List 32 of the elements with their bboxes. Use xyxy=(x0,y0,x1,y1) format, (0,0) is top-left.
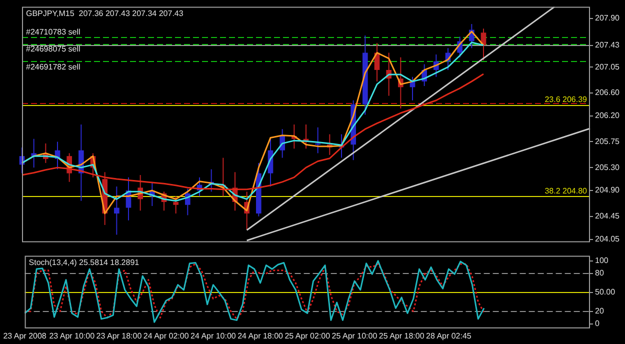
y-tick-label: 50.00 xyxy=(595,288,616,297)
y-tick-label: 20 xyxy=(595,306,604,316)
y-tick-label: 0 xyxy=(595,319,600,328)
x-tick-label: 23 Apr 2008 xyxy=(3,331,47,340)
x-tick-label: 24 Apr 18:00 xyxy=(238,331,284,340)
x-tick-label: 25 Apr 02:00 xyxy=(284,331,331,340)
y-tick-label: 207.90 xyxy=(595,13,620,22)
y-tick-label: 205.30 xyxy=(595,162,620,172)
x-tick-label: 25 Apr 10:00 xyxy=(332,331,378,340)
x-tick-label: 24 Apr 10:00 xyxy=(190,331,236,340)
y-tick-label: 205.75 xyxy=(595,136,620,146)
x-tick-label: 25 Apr 18:00 xyxy=(378,331,425,340)
annotation: #24691782 sell xyxy=(26,62,80,72)
y-tick-label: 80 xyxy=(595,268,604,278)
chart-title: GBPJPY,M15 207.36 207.43 207.34 207.43 xyxy=(26,9,184,18)
y-tick-label: 206.60 xyxy=(595,88,620,98)
y-tick-label: 207.05 xyxy=(595,62,620,72)
chart-title: Stoch(13,4,4) 25.5814 18.2891 xyxy=(28,258,140,268)
y-tick-label: 207.43 xyxy=(595,40,620,50)
annotation: #24698075 sell xyxy=(26,44,80,54)
x-tick-label: 24 Apr 02:00 xyxy=(143,331,190,340)
ref-line-label: 38.2 204.80 xyxy=(544,186,588,196)
y-tick-label: 100 xyxy=(595,256,609,266)
x-tick-label: 23 Apr 18:00 xyxy=(96,331,142,340)
y-tick-label: 204.45 xyxy=(595,212,620,221)
y-tick-label: 204.05 xyxy=(595,234,620,244)
y-tick-label: 206.20 xyxy=(595,111,620,120)
y-tick-label: 204.90 xyxy=(595,186,620,195)
x-tick-label: 23 Apr 10:00 xyxy=(49,331,96,340)
ref-line-label: 23.6 206.39 xyxy=(544,95,588,104)
annotation: #24710783 sell xyxy=(26,27,80,36)
x-tick-label: 28 Apr 02:45 xyxy=(426,331,472,340)
